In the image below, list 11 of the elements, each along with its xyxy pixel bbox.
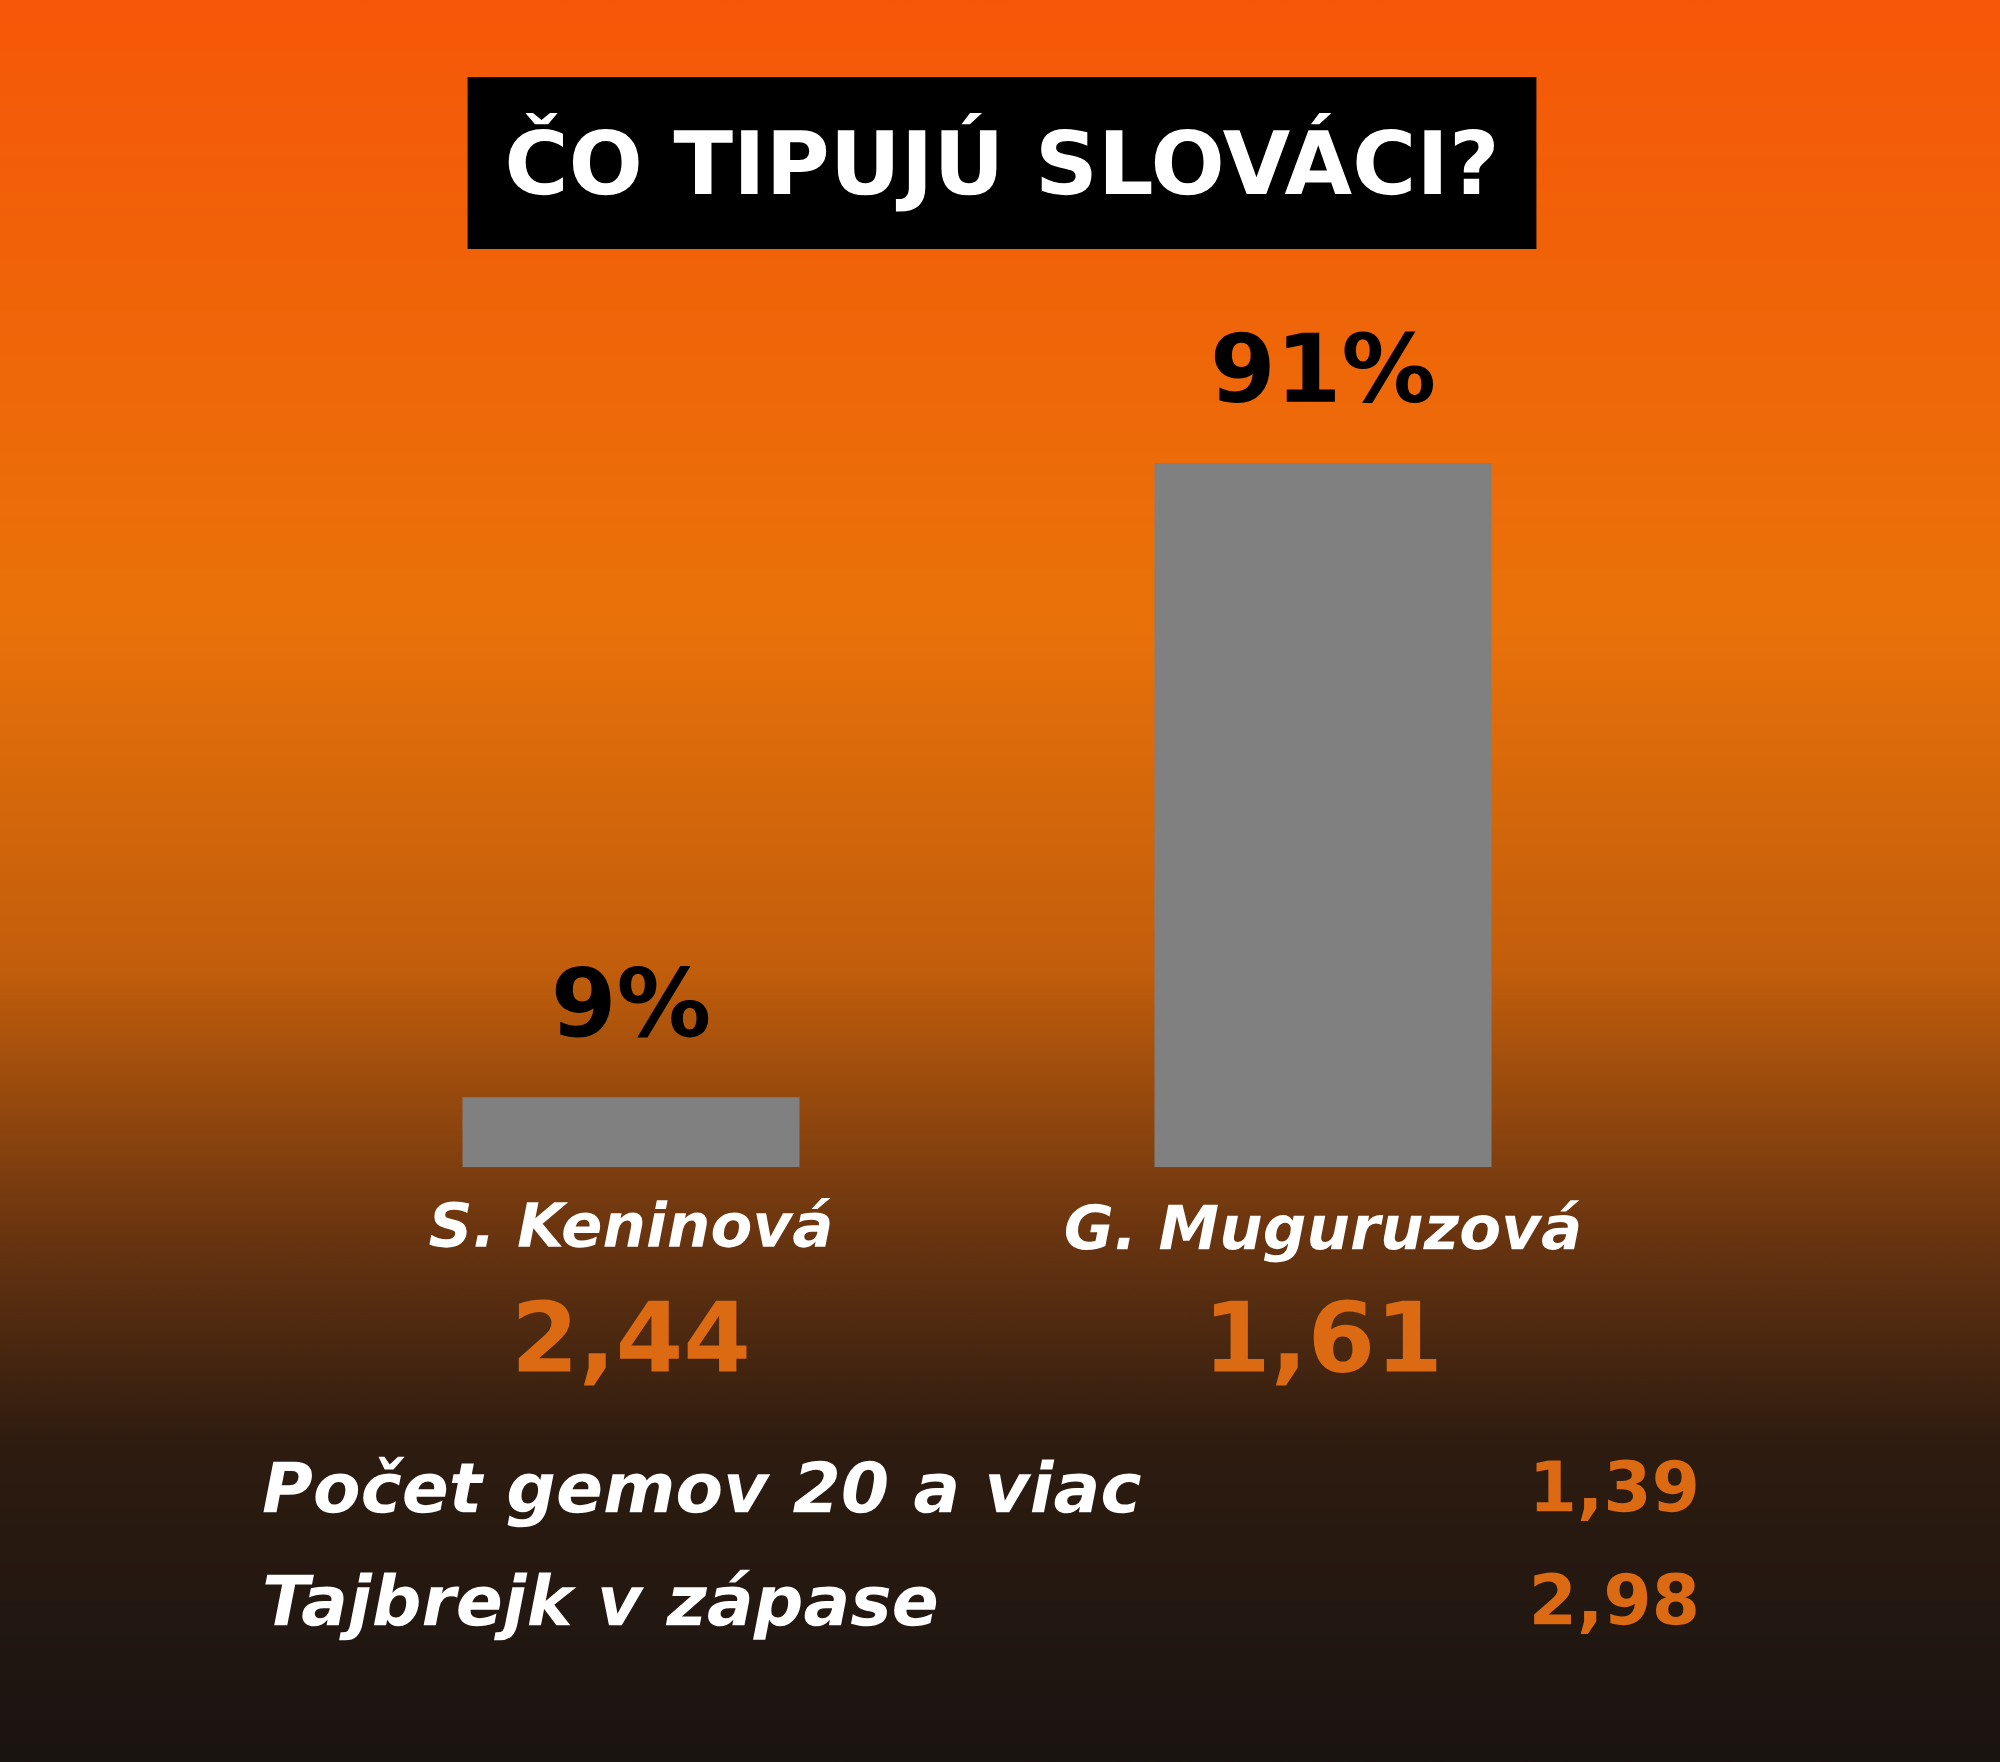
text: 1,61: [1214, 1299, 1437, 1386]
text: 2,98: [1534, 1572, 1696, 1635]
data-label: 91%: [1214, 331, 1434, 404]
text: Počet gemov 20 a viac: [263, 1456, 1141, 1528]
x-tick-label: G. Muguruzová: [1065, 1200, 1580, 1263]
text: 1,39: [1536, 1459, 1696, 1522]
x-tick-label: S. Keninová: [429, 1197, 831, 1248]
text: 2,44: [518, 1299, 747, 1386]
chart-title: ČO TIPUJÚ SLOVÁCI?: [508, 113, 1494, 212]
text: Tajbrejk v zápase: [265, 1569, 937, 1641]
data-label: 9%: [555, 965, 709, 1038]
